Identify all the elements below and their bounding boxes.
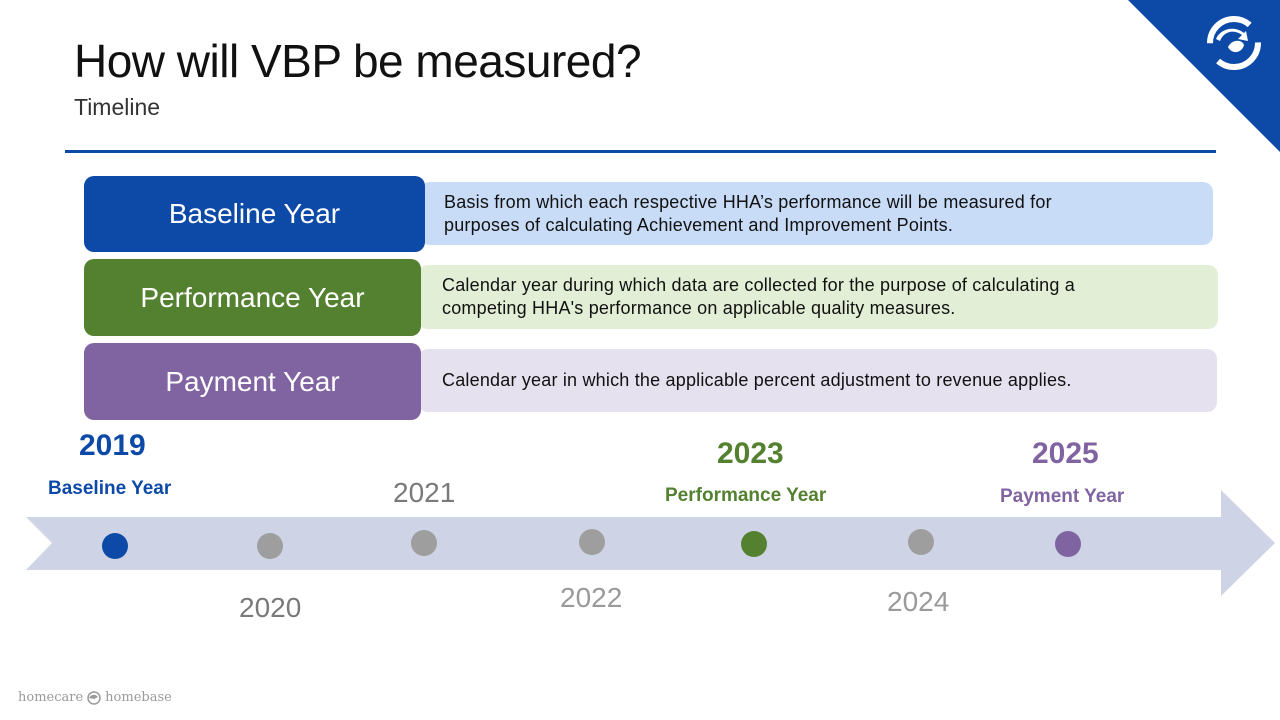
performance-label-box: Performance Year [84, 259, 421, 336]
dot-2024 [908, 529, 934, 555]
title-divider [65, 150, 1216, 153]
dot-2023 [741, 531, 767, 557]
corner-logo-icon [1128, 0, 1280, 152]
year-2022: 2022 [560, 582, 623, 613]
brand-bird-icon [87, 690, 101, 705]
baseline-label-box: Baseline Year [84, 176, 425, 252]
payment-description: Calendar year in which the applicable pe… [442, 370, 1072, 390]
timeline-arrow-shape [26, 490, 1275, 596]
year-2021: 2021 [393, 477, 456, 508]
baseline-description: Basis from which each respective HHA’s p… [444, 191, 1052, 235]
dot-2019 [102, 533, 128, 559]
baseline-label: Baseline Year [168, 198, 341, 229]
year-2023: 2023 [717, 437, 784, 470]
year-2019-label: Baseline Year [48, 478, 172, 499]
performance-description: Calendar year during which data are coll… [442, 275, 1075, 318]
year-2024: 2024 [887, 586, 950, 617]
payment-description-box: Calendar year in which the applicable pe… [418, 349, 1217, 412]
payment-label-box: Payment Year [84, 343, 421, 420]
dot-2020 [257, 533, 283, 559]
footer-brand-left: homecare [18, 690, 84, 705]
baseline-description-box: Basis from which each respective HHA’s p… [420, 182, 1213, 245]
performance-label: Performance Year [140, 281, 365, 313]
dot-2021 [411, 530, 437, 556]
performance-description-box: Calendar year during which data are coll… [418, 265, 1218, 329]
dot-2022 [579, 529, 605, 555]
year-2025: 2025 [1032, 437, 1099, 470]
year-2019: 2019 [79, 429, 146, 462]
footer-brand: homecare homebase [18, 690, 172, 705]
year-2020: 2020 [239, 592, 302, 623]
year-2025-label: Payment Year [1000, 486, 1125, 507]
year-2023-label: Performance Year [665, 485, 827, 506]
payment-label: Payment Year [165, 365, 340, 397]
timeline-arrow [26, 490, 1275, 596]
slide-title: How will VBP be measured? [74, 35, 642, 87]
slide-subtitle: Timeline [74, 94, 161, 120]
dot-2025 [1055, 531, 1081, 557]
footer-brand-right: homebase [105, 690, 172, 705]
